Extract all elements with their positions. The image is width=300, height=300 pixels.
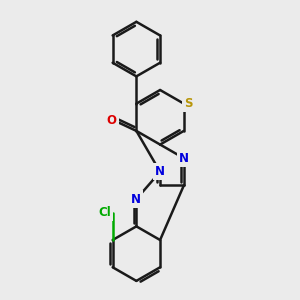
Text: Cl: Cl xyxy=(99,206,111,219)
Text: N: N xyxy=(155,165,165,178)
Text: S: S xyxy=(184,97,193,110)
Text: N: N xyxy=(179,152,189,165)
Text: N: N xyxy=(131,193,141,206)
Text: O: O xyxy=(107,113,117,127)
